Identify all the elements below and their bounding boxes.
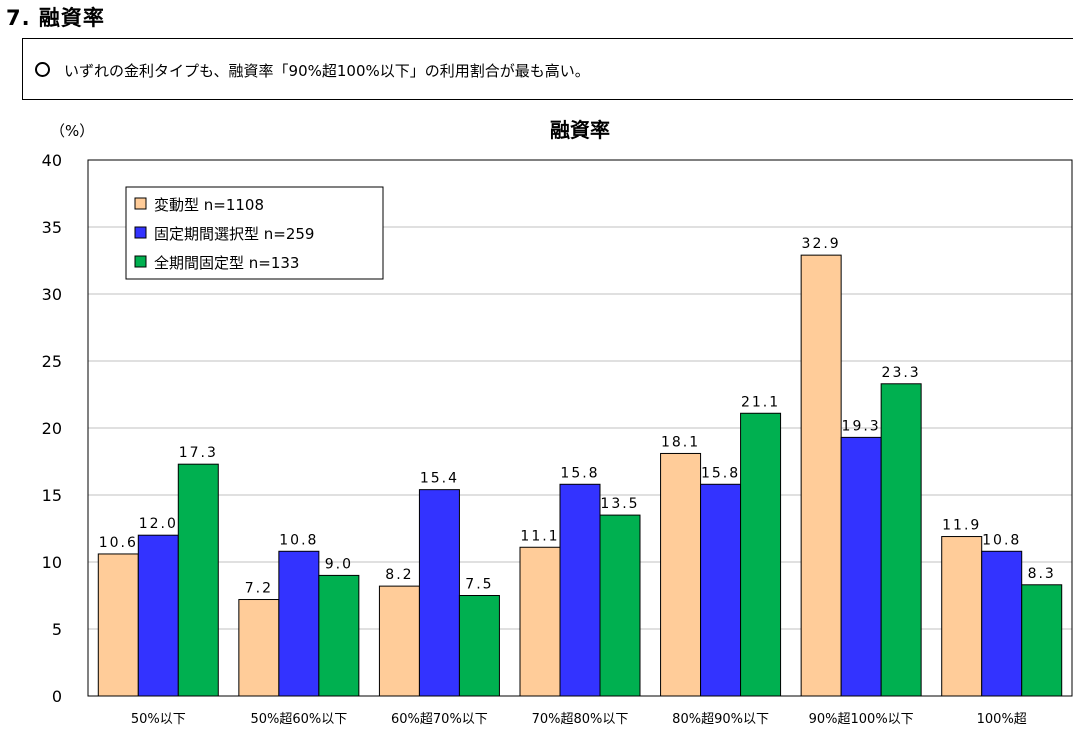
data-label: 23.3 bbox=[882, 365, 921, 381]
bar-chart: 融資率 （%） 0 5 10 15 20 25 30 35 40 10.6 7.2 8.2 11.1 18.1… bbox=[42, 118, 1073, 727]
data-label: 7.2 bbox=[245, 581, 273, 597]
bar bbox=[840, 436, 882, 697]
y-tick-label: 40 bbox=[42, 151, 62, 170]
y-tick-label: 30 bbox=[42, 285, 62, 304]
legend-label: 変動型 n=1108 bbox=[154, 196, 264, 214]
data-label: 10.8 bbox=[982, 532, 1021, 548]
data-label: 21.1 bbox=[741, 394, 780, 410]
bar bbox=[660, 452, 702, 697]
bar bbox=[800, 254, 842, 697]
legend-swatch bbox=[134, 226, 147, 239]
y-tick-label: 10 bbox=[42, 553, 62, 572]
legend-swatch bbox=[134, 255, 147, 268]
legend-label: 固定期間選択型 n=259 bbox=[154, 225, 314, 243]
data-label: 11.9 bbox=[942, 518, 981, 534]
y-tick-label: 15 bbox=[42, 486, 62, 505]
y-axis-unit-label: （%） bbox=[50, 122, 94, 140]
y-tick-label: 5 bbox=[52, 620, 62, 639]
summary-text: いずれの金利タイプも、融資率「90%超100%以下」の利用割合が最も高い。 bbox=[64, 62, 590, 80]
bar bbox=[1021, 584, 1063, 697]
y-tick-label: 0 bbox=[52, 687, 62, 706]
data-label: 15.8 bbox=[560, 465, 599, 481]
bar bbox=[880, 383, 922, 697]
data-label: 8.2 bbox=[385, 567, 413, 583]
bar bbox=[177, 463, 219, 697]
x-tick-label: 90%超100%以下 bbox=[809, 712, 914, 727]
summary-box: いずれの金利タイプも、融資率「90%超100%以下」の利用割合が最も高い。 bbox=[22, 38, 1073, 100]
x-tick-label: 80%超90%以下 bbox=[672, 712, 769, 727]
data-label: 10.6 bbox=[99, 535, 138, 551]
bar bbox=[458, 595, 500, 697]
bar bbox=[700, 483, 742, 697]
legend-box bbox=[125, 186, 384, 280]
data-label: 9.0 bbox=[325, 556, 353, 572]
bar bbox=[559, 483, 601, 697]
data-label: 11.1 bbox=[520, 528, 559, 544]
bar bbox=[740, 412, 782, 697]
data-label: 32.9 bbox=[802, 236, 841, 252]
x-tick-label: 70%超80%以下 bbox=[532, 712, 629, 727]
data-label: 8.3 bbox=[1028, 566, 1056, 582]
data-label: 18.1 bbox=[661, 434, 700, 450]
y-tick-label: 25 bbox=[42, 352, 62, 371]
data-label: 17.3 bbox=[179, 445, 218, 461]
bar bbox=[318, 574, 360, 697]
bar bbox=[278, 550, 320, 697]
bar bbox=[418, 489, 460, 697]
bar bbox=[599, 514, 641, 697]
circle-bullet-icon bbox=[35, 62, 50, 77]
legend-swatch bbox=[134, 197, 147, 210]
y-tick-label: 20 bbox=[42, 419, 62, 438]
data-label: 19.3 bbox=[842, 418, 881, 434]
x-tick-label: 60%超70%以下 bbox=[391, 712, 488, 727]
data-label: 7.5 bbox=[465, 577, 493, 593]
data-label: 10.8 bbox=[279, 532, 318, 548]
data-label: 15.8 bbox=[701, 465, 740, 481]
y-tick-label: 35 bbox=[42, 218, 62, 237]
bar bbox=[137, 534, 179, 697]
chart-title: 融資率 bbox=[550, 118, 610, 142]
data-label: 15.4 bbox=[420, 471, 459, 487]
x-tick-label: 50%超60%以下 bbox=[250, 712, 347, 727]
summary-line: いずれの金利タイプも、融資率「90%超100%以下」の利用割合が最も高い。 bbox=[35, 60, 590, 81]
bar bbox=[519, 546, 561, 697]
data-label: 13.5 bbox=[600, 496, 639, 512]
data-label: 12.0 bbox=[139, 516, 178, 532]
bar bbox=[97, 553, 139, 697]
x-tick-label: 100%超 bbox=[977, 712, 1027, 727]
bar bbox=[941, 536, 983, 697]
x-tick-label: 50%以下 bbox=[131, 712, 186, 727]
bar bbox=[981, 550, 1023, 697]
section-title: 7. 融資率 bbox=[6, 6, 105, 30]
legend-label: 全期間固定型 n=133 bbox=[154, 254, 299, 272]
bar bbox=[378, 585, 420, 697]
bar bbox=[238, 599, 280, 697]
